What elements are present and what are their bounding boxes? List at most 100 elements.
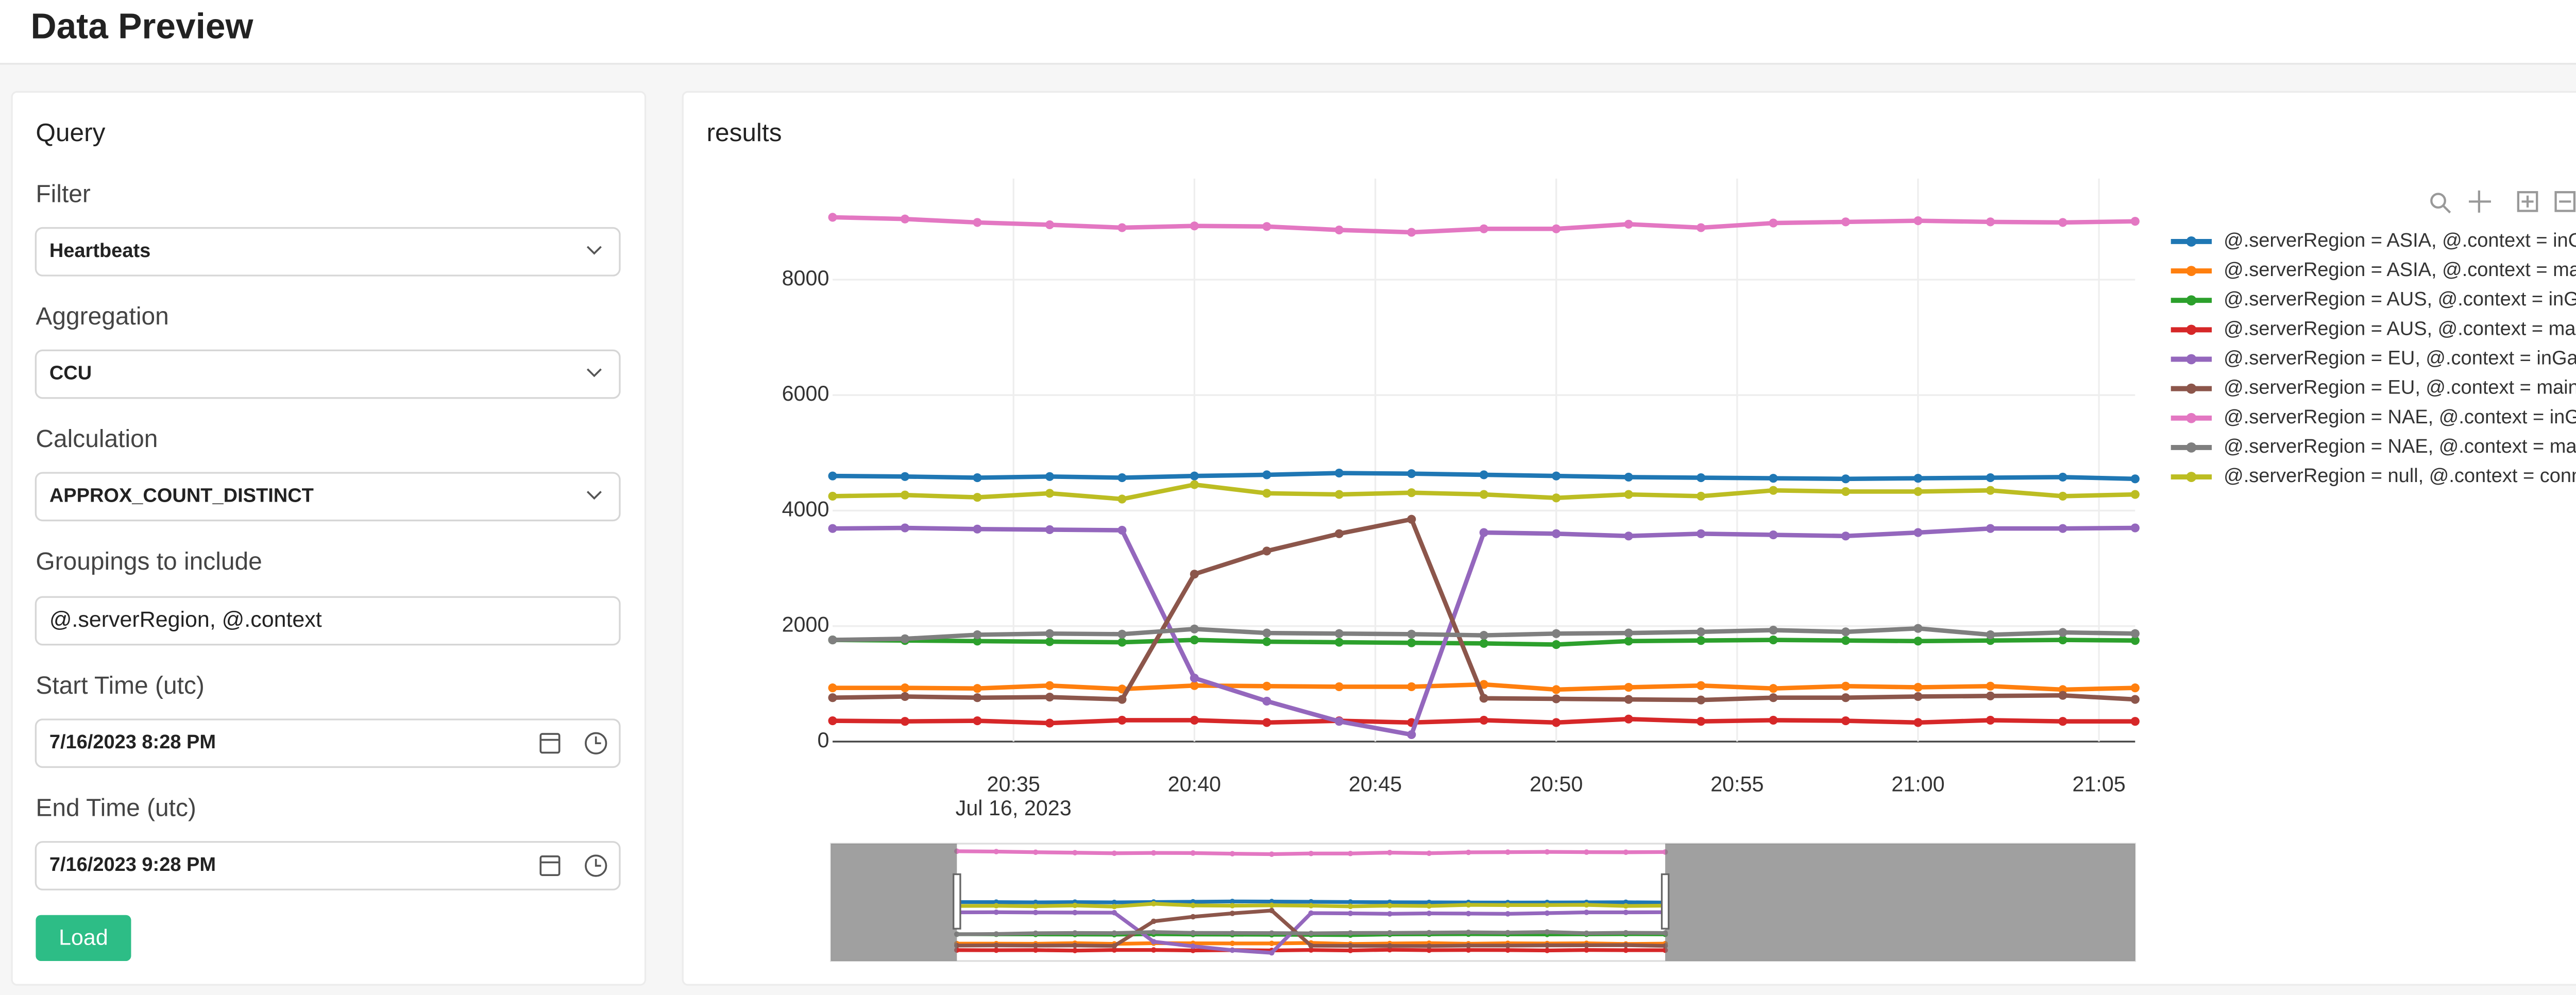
data-point — [1045, 629, 1055, 638]
data-point — [1269, 907, 1275, 914]
range-handle[interactable] — [1660, 873, 1670, 930]
data-point — [1479, 224, 1488, 233]
legend-marker[interactable] — [2186, 383, 2197, 394]
data-point — [2130, 629, 2140, 638]
data-point — [1262, 637, 1272, 646]
data-point — [1150, 929, 1157, 935]
legend-label[interactable]: @.serverRegion = EU, @.context = inGame — [2224, 348, 2576, 369]
zoom-out-button[interactable] — [2554, 191, 2576, 212]
legend-marker[interactable] — [2186, 295, 2197, 306]
legend-label[interactable]: @.serverRegion = NAE, @.context = inGame — [2224, 406, 2576, 428]
results-title: results — [707, 118, 782, 147]
data-point — [1387, 947, 1393, 953]
legend-label[interactable]: @.serverRegion = ASIA, @.context = inGam… — [2224, 230, 2576, 251]
data-point — [1407, 514, 1416, 524]
data-point — [828, 491, 837, 501]
data-point — [1347, 911, 1353, 916]
y-tick-label: 4000 — [782, 497, 829, 521]
range-handle[interactable] — [953, 873, 961, 930]
legend-label[interactable]: @.serverRegion = ASIA, @.context = mainM… — [2224, 259, 2576, 281]
data-point — [2058, 628, 2067, 637]
data-point — [1190, 221, 1199, 231]
data-point — [1986, 486, 1995, 495]
data-point — [1841, 693, 1851, 702]
data-point — [1986, 681, 1995, 691]
data-point — [1229, 899, 1235, 904]
data-point — [828, 683, 837, 693]
data-point — [1544, 929, 1550, 935]
calculation-select[interactable] — [35, 472, 621, 522]
clock-icon[interactable] — [585, 732, 607, 754]
data-point — [1045, 220, 1055, 230]
data-point — [1032, 942, 1039, 949]
legend-label[interactable]: @.serverRegion = null, @.context = conne… — [2224, 465, 2576, 487]
data-point — [1465, 929, 1471, 935]
data-point — [2130, 636, 2140, 645]
data-point — [973, 637, 982, 646]
data-point — [1841, 716, 1851, 726]
data-point — [1190, 850, 1196, 856]
data-point — [1624, 219, 1633, 229]
data-point — [1387, 943, 1393, 949]
zoom-button[interactable] — [2430, 193, 2451, 214]
data-point — [1150, 939, 1157, 945]
data-point — [1387, 930, 1393, 936]
data-point — [1544, 849, 1550, 855]
data-point — [1032, 903, 1039, 909]
zoom-in-button[interactable] — [2517, 191, 2538, 212]
filter-select[interactable] — [35, 227, 621, 277]
data-point — [1308, 903, 1314, 908]
legend-marker[interactable] — [2186, 413, 2197, 423]
data-point — [1623, 930, 1629, 936]
data-point — [828, 693, 837, 702]
data-point — [1505, 942, 1511, 949]
data-point — [1584, 849, 1589, 855]
data-point — [900, 717, 910, 726]
data-point — [1769, 486, 1778, 495]
calendar-icon[interactable] — [539, 733, 561, 754]
data-point — [1072, 902, 1078, 908]
data-point — [1505, 902, 1511, 908]
field-value: CCU — [49, 363, 92, 384]
data-point — [1465, 942, 1471, 949]
data-point — [900, 214, 910, 224]
legend-label[interactable]: @.serverRegion = EU, @.context = mainMen… — [2224, 377, 2576, 399]
data-point — [1552, 629, 1561, 638]
aggregation-select[interactable] — [35, 349, 621, 399]
data-point — [1841, 627, 1851, 637]
data-point — [1552, 640, 1561, 649]
data-point — [2130, 217, 2140, 226]
data-point — [1032, 947, 1039, 953]
data-point — [1407, 730, 1416, 740]
data-point — [1624, 531, 1633, 541]
legend-marker[interactable] — [2186, 472, 2197, 482]
calendar-icon[interactable] — [539, 855, 561, 876]
legend-marker[interactable] — [2186, 236, 2197, 247]
pan-button[interactable] — [2469, 190, 2491, 213]
groupings-input[interactable] — [35, 596, 621, 646]
data-point — [1426, 943, 1432, 949]
data-point — [828, 213, 837, 222]
legend-marker[interactable] — [2186, 324, 2197, 335]
legend-label[interactable]: @.serverRegion = AUS, @.context = mainMe… — [2224, 318, 2576, 339]
x-tick-label: 20:40 — [1168, 773, 1221, 796]
load-button[interactable] — [36, 915, 131, 961]
data-point — [1623, 942, 1629, 948]
data-point — [1269, 930, 1275, 936]
data-point — [1072, 942, 1078, 949]
data-point — [1769, 684, 1778, 693]
end-time-input[interactable] — [35, 841, 621, 890]
data-point — [973, 524, 982, 534]
legend-marker[interactable] — [2186, 354, 2197, 365]
data-point — [1552, 224, 1561, 233]
legend-label[interactable]: @.serverRegion = NAE, @.context = mainMe… — [2224, 436, 2576, 457]
start-time-input[interactable] — [35, 718, 621, 768]
data-point — [828, 636, 837, 645]
legend-marker[interactable] — [2186, 442, 2197, 453]
data-point — [828, 524, 837, 533]
legend-marker[interactable] — [2186, 266, 2197, 277]
data-point — [1262, 470, 1272, 479]
legend-label[interactable]: @.serverRegion = AUS, @.context = inGame — [2224, 288, 2576, 310]
clock-icon[interactable] — [585, 854, 607, 877]
